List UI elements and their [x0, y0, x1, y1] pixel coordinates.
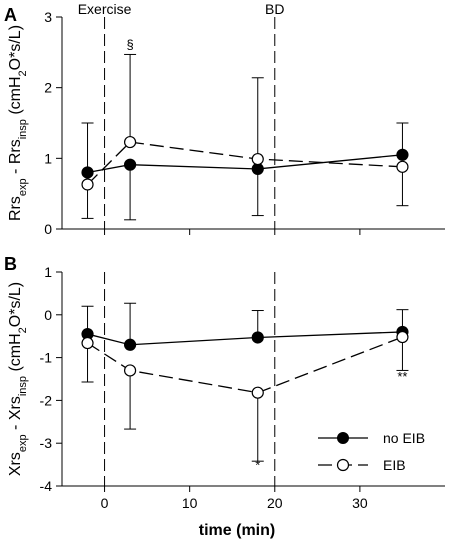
series-eib [81, 330, 409, 462]
series-line [87, 331, 403, 346]
panel-letter: B [4, 254, 17, 274]
series-no-eib [81, 122, 409, 221]
annotation: § [126, 37, 133, 52]
series-no-eib [81, 302, 409, 351]
y-axis-label: Rrsexp - Rrsinsp (cmH2O*s/L) [7, 25, 29, 221]
y-axis-label: Xrsexp - Xrsinsp (cmH2O*s/L) [7, 282, 29, 476]
y-tick-label: 0 [44, 221, 52, 237]
y-tick-label: 1 [44, 264, 52, 280]
exercise-label: Exercise [78, 1, 132, 17]
marker-open [123, 364, 137, 377]
marker-filled [123, 158, 137, 171]
marker-open [81, 336, 94, 350]
marker-open [396, 160, 409, 173]
legend: no EIB EIB [318, 430, 425, 473]
series-line [87, 154, 403, 174]
bd-label: BD [265, 1, 284, 17]
marker-open [81, 178, 94, 191]
y-tick-label: 2 [44, 80, 52, 96]
x-tick-label: 20 [267, 495, 283, 511]
y-tick-label: -3 [40, 435, 53, 451]
marker-open [251, 386, 264, 399]
x-axis-label: time (min) [199, 522, 275, 539]
x-tick-label: 30 [352, 495, 368, 511]
legend-label-eib: EIB [383, 457, 406, 473]
marker-open [123, 135, 137, 149]
y-tick-label: -1 [40, 350, 53, 366]
legend-marker-eib [336, 458, 350, 472]
marker-filled [251, 331, 264, 344]
marker-filled [123, 338, 137, 351]
legend-marker-no-eib [337, 432, 349, 444]
annotation: * [255, 458, 260, 473]
marker-open [396, 330, 409, 344]
y-tick-label: -2 [40, 392, 53, 408]
marker-filled [81, 166, 94, 179]
y-tick-label: 1 [44, 150, 52, 166]
marker-filled [396, 148, 409, 161]
y-tick-label: 3 [44, 9, 52, 25]
series-line [87, 336, 403, 394]
marker-open [251, 152, 264, 166]
y-tick-label: 0 [44, 307, 52, 323]
legend-label-no-eib: no EIB [383, 430, 425, 446]
y-tick-label: -4 [40, 478, 53, 494]
annotation: ** [397, 369, 407, 384]
panel-letter: A [4, 5, 17, 25]
x-tick-label: 10 [182, 495, 198, 511]
series-line [87, 141, 403, 185]
series-eib [81, 53, 409, 219]
x-tick-label: 0 [101, 495, 109, 511]
